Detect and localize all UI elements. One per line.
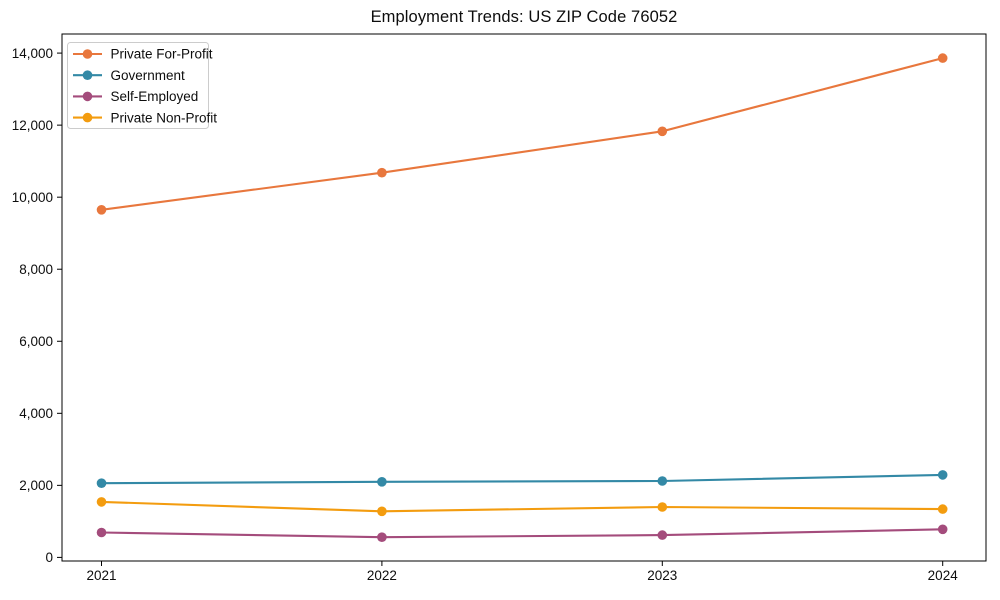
legend-label: Self-Employed (111, 89, 199, 104)
series-marker-2 (377, 532, 387, 542)
y-tick-label: 14,000 (12, 46, 53, 61)
legend-label: Government (111, 68, 186, 83)
x-tick-label: 2022 (367, 568, 397, 583)
y-tick-label: 6,000 (19, 334, 53, 349)
axes-frame (61, 33, 987, 562)
legend-box (67, 42, 209, 129)
series-line-3 (101, 500, 943, 513)
legend-marker (82, 70, 93, 80)
series-marker-3 (937, 504, 948, 514)
series-line-2 (101, 528, 943, 539)
series-marker-1 (377, 477, 387, 487)
series-marker-1 (937, 470, 948, 480)
series-marker-0 (96, 205, 107, 215)
y-tick-label: 10,000 (12, 190, 53, 205)
series-marker-2 (657, 530, 668, 540)
series-marker-3 (377, 506, 387, 517)
y-tick-label: 0 (45, 550, 53, 565)
x-tick-label: 2023 (647, 568, 677, 583)
y-tick-label: 8,000 (19, 262, 53, 277)
series-marker-0 (657, 126, 668, 137)
series-marker-2 (937, 524, 948, 535)
legend-marker (82, 112, 93, 123)
y-tick-label: 4,000 (19, 406, 53, 421)
x-tick-label: 2024 (928, 568, 959, 583)
series-marker-0 (937, 53, 948, 63)
series-marker-0 (377, 167, 387, 178)
legend-label: Private Non-Profit (111, 110, 218, 125)
series-marker-1 (657, 476, 668, 486)
y-tick-label: 2,000 (19, 478, 53, 493)
legend-marker (82, 91, 93, 102)
series-line-0 (101, 57, 943, 211)
y-tick-label: 12,000 (12, 118, 53, 133)
series-marker-1 (96, 478, 107, 489)
chart-title: Employment Trends: US ZIP Code 76052 (370, 8, 678, 26)
legend-label: Private For-Profit (111, 47, 213, 62)
series-marker-3 (657, 502, 668, 512)
series-marker-2 (96, 527, 107, 538)
x-tick-label: 2021 (86, 568, 116, 583)
legend-marker (82, 49, 93, 59)
series-line-1 (101, 473, 943, 485)
series-marker-3 (96, 497, 107, 507)
